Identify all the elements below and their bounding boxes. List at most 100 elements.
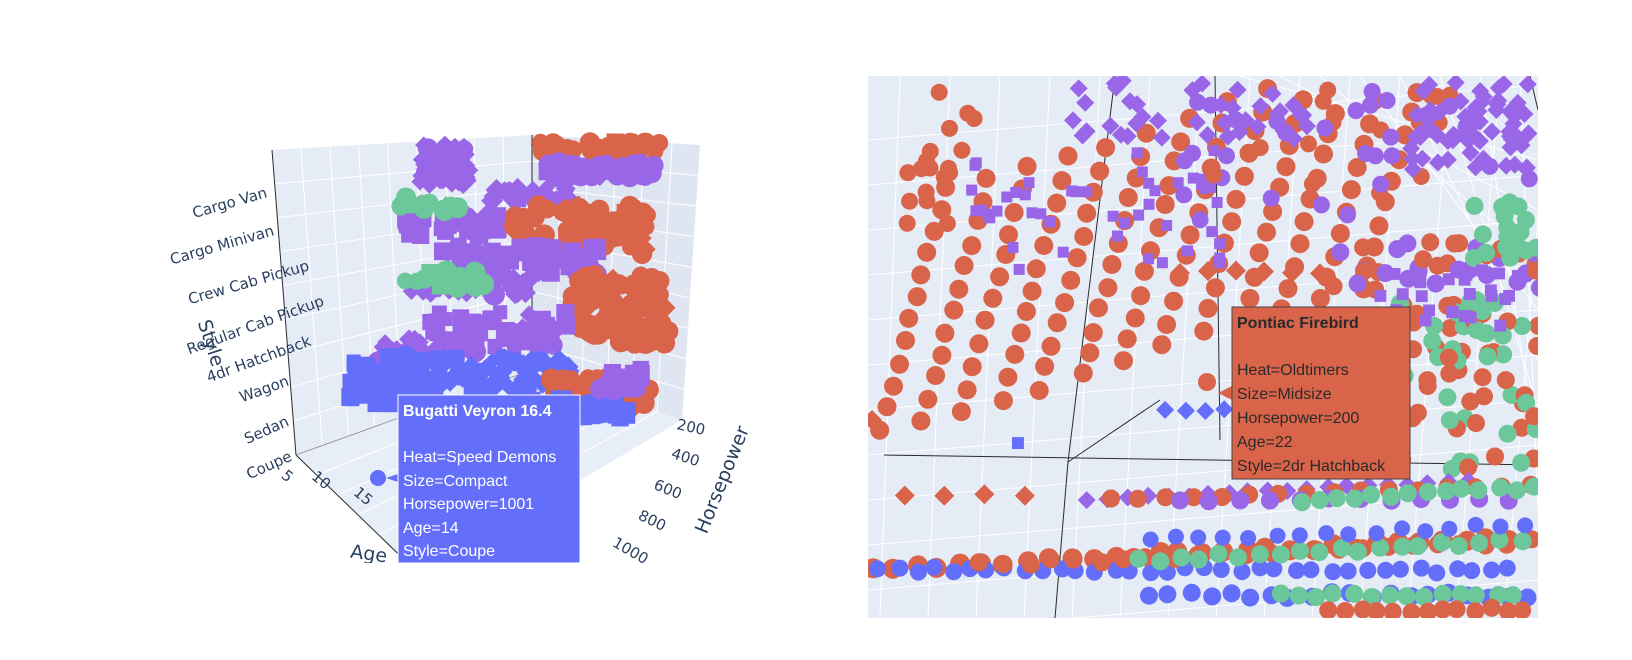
circle-marker[interactable] xyxy=(1353,600,1372,619)
square-marker[interactable] xyxy=(1143,253,1154,265)
circle-marker[interactable] xyxy=(1517,393,1536,412)
square-marker[interactable] xyxy=(1206,226,1218,238)
circle-marker[interactable] xyxy=(1371,538,1390,557)
square-marker[interactable] xyxy=(1214,238,1226,250)
circle-marker[interactable] xyxy=(1080,343,1100,363)
circle-marker[interactable] xyxy=(604,382,624,401)
circle-marker[interactable] xyxy=(918,152,935,170)
circle-marker[interactable] xyxy=(1524,477,1543,496)
square-marker[interactable] xyxy=(1131,147,1143,159)
circle-marker[interactable] xyxy=(1486,447,1504,466)
square-marker[interactable] xyxy=(1133,209,1145,221)
diamond-marker[interactable] xyxy=(1198,261,1218,281)
diamond-marker[interactable] xyxy=(399,329,419,350)
circle-marker[interactable] xyxy=(1203,587,1222,606)
circle-marker[interactable] xyxy=(1222,584,1241,603)
diamond-marker[interactable] xyxy=(1187,113,1206,132)
diamond-marker[interactable] xyxy=(1228,80,1247,99)
circle-marker[interactable] xyxy=(1222,212,1242,232)
circle-marker[interactable] xyxy=(1233,563,1251,581)
circle-marker[interactable] xyxy=(1191,211,1209,229)
circle-marker[interactable] xyxy=(1466,602,1485,620)
square-marker[interactable] xyxy=(560,261,575,276)
circle-marker[interactable] xyxy=(537,199,557,219)
diamond-marker[interactable] xyxy=(862,410,882,430)
circle-marker[interactable] xyxy=(1093,553,1112,572)
circle-marker[interactable] xyxy=(1445,234,1464,253)
circle-marker[interactable] xyxy=(1310,491,1329,509)
circle-marker[interactable] xyxy=(618,304,640,326)
circle-marker[interactable] xyxy=(414,269,435,289)
square-marker[interactable] xyxy=(384,348,399,363)
diamond-marker[interactable] xyxy=(511,282,530,300)
circle-marker[interactable] xyxy=(1418,482,1437,501)
circle-marker[interactable] xyxy=(896,331,915,350)
diamond-marker[interactable] xyxy=(1310,263,1330,284)
diamond-marker[interactable] xyxy=(1149,111,1167,130)
circle-marker[interactable] xyxy=(433,199,456,221)
diamond-marker[interactable] xyxy=(460,243,478,261)
square-marker[interactable] xyxy=(1136,166,1148,178)
circle-marker[interactable] xyxy=(1199,492,1218,511)
circle-marker[interactable] xyxy=(591,313,612,333)
diamond-marker[interactable] xyxy=(1156,400,1175,419)
circle-marker[interactable] xyxy=(515,217,534,236)
square-marker[interactable] xyxy=(475,219,493,238)
diamond-marker[interactable] xyxy=(1215,400,1234,419)
square-marker[interactable] xyxy=(402,373,420,390)
diamond-marker[interactable] xyxy=(1488,95,1507,114)
circle-marker[interactable] xyxy=(1151,552,1170,571)
diamond-marker[interactable] xyxy=(1438,150,1457,169)
circle-marker[interactable] xyxy=(1291,541,1309,560)
circle-marker[interactable] xyxy=(1503,586,1522,605)
square-marker[interactable] xyxy=(1374,290,1387,302)
diamond-marker[interactable] xyxy=(1420,76,1439,94)
circle-marker[interactable] xyxy=(1496,371,1515,390)
circle-marker[interactable] xyxy=(1164,291,1184,311)
circle-marker[interactable] xyxy=(1257,222,1276,242)
circle-marker[interactable] xyxy=(557,221,575,239)
circle-marker[interactable] xyxy=(976,168,996,188)
diamond-marker[interactable] xyxy=(532,350,554,372)
circle-marker[interactable] xyxy=(1382,487,1401,506)
diamond-marker[interactable] xyxy=(431,171,450,190)
circle-marker[interactable] xyxy=(1345,584,1364,603)
circle-marker[interactable] xyxy=(983,288,1003,308)
diamond-marker[interactable] xyxy=(1515,105,1534,123)
circle-marker[interactable] xyxy=(601,161,621,181)
square-marker[interactable] xyxy=(1406,274,1419,286)
square-marker[interactable] xyxy=(564,242,582,260)
circle-marker[interactable] xyxy=(645,142,663,159)
circle-marker[interactable] xyxy=(1507,481,1526,500)
circle-marker[interactable] xyxy=(630,165,650,185)
diamond-marker[interactable] xyxy=(1069,79,1088,98)
diamond-marker[interactable] xyxy=(1518,75,1537,94)
circle-marker[interactable] xyxy=(466,362,489,385)
circle-marker[interactable] xyxy=(907,287,927,307)
diamond-marker[interactable] xyxy=(489,348,512,370)
diamond-marker[interactable] xyxy=(1226,260,1246,281)
circle-marker[interactable] xyxy=(1339,562,1357,580)
circle-marker[interactable] xyxy=(1074,227,1094,246)
circle-marker[interactable] xyxy=(1441,319,1460,337)
circle-marker[interactable] xyxy=(1341,180,1361,200)
circle-marker[interactable] xyxy=(602,286,620,304)
diamond-marker[interactable] xyxy=(1254,261,1274,282)
diamond-marker[interactable] xyxy=(500,378,519,397)
circle-marker[interactable] xyxy=(917,242,937,262)
square-marker[interactable] xyxy=(970,205,982,217)
circle-marker[interactable] xyxy=(1418,371,1437,390)
circle-marker[interactable] xyxy=(1125,308,1145,328)
square-marker[interactable] xyxy=(412,360,430,377)
circle-marker[interactable] xyxy=(1517,517,1534,534)
circle-marker[interactable] xyxy=(1368,525,1385,542)
circle-marker[interactable] xyxy=(1190,529,1207,546)
circle-marker[interactable] xyxy=(1419,602,1437,621)
diamond-marker[interactable] xyxy=(428,357,450,378)
circle-marker[interactable] xyxy=(1090,161,1110,181)
circle-marker[interactable] xyxy=(410,215,430,235)
square-marker[interactable] xyxy=(969,159,981,171)
circle-marker[interactable] xyxy=(1473,225,1492,244)
circle-marker[interactable] xyxy=(1449,560,1467,578)
circle-marker[interactable] xyxy=(1423,331,1442,350)
